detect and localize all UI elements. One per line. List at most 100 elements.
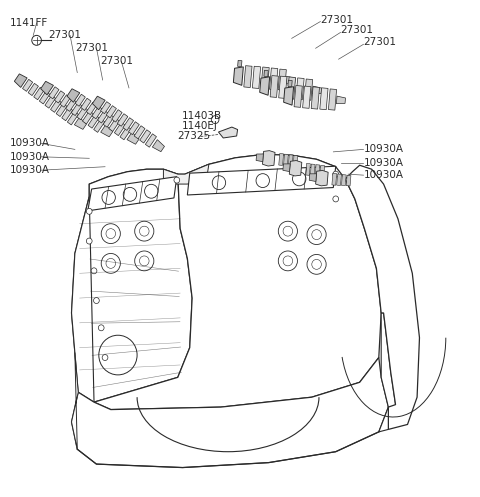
Polygon shape: [109, 118, 120, 131]
Text: 27301: 27301: [75, 43, 108, 53]
Text: 10930A: 10930A: [10, 152, 50, 162]
Polygon shape: [152, 140, 165, 152]
Polygon shape: [14, 74, 27, 87]
Polygon shape: [379, 313, 396, 432]
Polygon shape: [54, 91, 65, 103]
Polygon shape: [320, 88, 328, 110]
Polygon shape: [345, 165, 420, 429]
Polygon shape: [120, 126, 131, 140]
Polygon shape: [41, 82, 53, 95]
Circle shape: [101, 224, 120, 244]
Text: 27301: 27301: [48, 30, 82, 40]
Polygon shape: [244, 66, 252, 87]
Circle shape: [144, 184, 158, 198]
Polygon shape: [341, 174, 346, 186]
Polygon shape: [264, 70, 268, 77]
Polygon shape: [112, 110, 122, 122]
Polygon shape: [140, 130, 151, 143]
Circle shape: [211, 116, 219, 124]
Text: 10930A: 10930A: [10, 139, 50, 149]
Polygon shape: [94, 155, 381, 410]
Circle shape: [102, 190, 115, 204]
Polygon shape: [88, 176, 177, 211]
Polygon shape: [49, 87, 59, 99]
Polygon shape: [278, 69, 287, 90]
Polygon shape: [289, 161, 302, 176]
Circle shape: [98, 325, 104, 331]
Polygon shape: [94, 119, 105, 132]
Circle shape: [333, 171, 338, 177]
Circle shape: [91, 268, 97, 274]
Polygon shape: [286, 76, 295, 84]
Polygon shape: [74, 117, 86, 129]
Text: 1141FF: 1141FF: [10, 18, 48, 28]
Polygon shape: [117, 114, 128, 126]
Polygon shape: [185, 155, 336, 181]
Polygon shape: [114, 122, 125, 136]
Circle shape: [283, 256, 293, 266]
Polygon shape: [39, 91, 50, 104]
Polygon shape: [101, 125, 113, 137]
Polygon shape: [92, 106, 103, 119]
Circle shape: [307, 225, 326, 245]
Circle shape: [32, 35, 41, 45]
Polygon shape: [284, 154, 288, 166]
Circle shape: [101, 253, 120, 273]
Polygon shape: [103, 114, 114, 127]
Polygon shape: [261, 67, 269, 89]
Circle shape: [106, 229, 116, 239]
Polygon shape: [72, 196, 94, 402]
Text: 10930A: 10930A: [363, 158, 404, 168]
Circle shape: [86, 238, 92, 244]
Circle shape: [140, 256, 149, 266]
Text: 27301: 27301: [363, 37, 396, 47]
Circle shape: [333, 196, 338, 202]
Polygon shape: [28, 83, 38, 95]
Polygon shape: [88, 115, 99, 128]
Text: 11403B: 11403B: [181, 111, 222, 121]
Polygon shape: [296, 78, 304, 100]
Polygon shape: [315, 165, 320, 176]
Polygon shape: [50, 99, 61, 112]
Circle shape: [140, 226, 149, 236]
Circle shape: [135, 221, 154, 241]
Polygon shape: [62, 107, 73, 121]
Text: 27301: 27301: [100, 56, 133, 66]
Polygon shape: [71, 103, 82, 116]
Polygon shape: [336, 96, 346, 104]
Polygon shape: [256, 154, 264, 162]
Text: 27301: 27301: [321, 14, 353, 24]
Polygon shape: [81, 98, 91, 110]
Circle shape: [106, 258, 116, 268]
Circle shape: [312, 259, 322, 269]
Polygon shape: [252, 66, 261, 88]
Text: 10930A: 10930A: [363, 144, 404, 155]
Polygon shape: [283, 164, 290, 171]
Polygon shape: [23, 80, 33, 91]
Text: 27301: 27301: [340, 25, 373, 35]
Circle shape: [283, 226, 293, 236]
Polygon shape: [238, 60, 242, 67]
Polygon shape: [218, 127, 238, 138]
Circle shape: [94, 298, 99, 304]
Polygon shape: [100, 102, 111, 114]
Polygon shape: [134, 126, 145, 139]
Text: 10930A: 10930A: [10, 165, 50, 175]
Polygon shape: [260, 77, 270, 95]
Polygon shape: [127, 132, 139, 144]
Polygon shape: [67, 89, 80, 102]
Polygon shape: [279, 154, 284, 166]
Polygon shape: [311, 87, 320, 109]
Circle shape: [123, 187, 137, 201]
Polygon shape: [129, 122, 139, 135]
Polygon shape: [346, 175, 351, 186]
Polygon shape: [89, 169, 178, 196]
Polygon shape: [66, 99, 76, 111]
Polygon shape: [304, 79, 312, 100]
Polygon shape: [288, 155, 293, 166]
Polygon shape: [72, 169, 192, 402]
Circle shape: [312, 230, 322, 240]
Polygon shape: [279, 76, 287, 98]
Polygon shape: [72, 357, 388, 468]
Polygon shape: [287, 77, 296, 99]
